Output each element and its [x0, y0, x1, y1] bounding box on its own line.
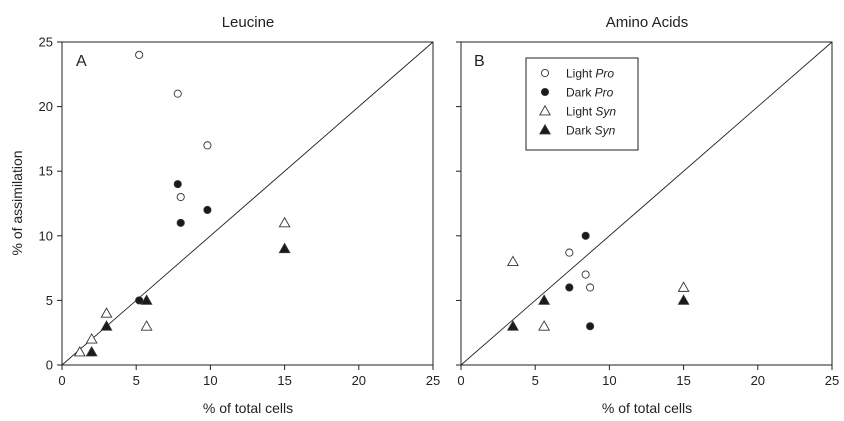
one-to-one-line: [460, 41, 833, 366]
plot-frame: [460, 41, 833, 366]
legend-label-prefix: Light: [566, 67, 595, 81]
data-point-filled-circle: [586, 322, 595, 331]
data-point-filled-circle: [581, 231, 590, 240]
one-to-one-line: [61, 41, 434, 366]
data-point-open-triangle: [140, 320, 153, 331]
x-tick-label: 5: [532, 373, 539, 388]
legend-label-prefix: Dark: [566, 124, 595, 138]
legend-label: Dark Pro: [566, 86, 614, 100]
data-point-open-triangle: [538, 320, 551, 331]
x-axis-label: % of total cells: [602, 400, 692, 416]
data-point-open-triangle: [278, 216, 291, 228]
x-tick-label: 0: [457, 373, 464, 388]
data-point-open-circle: [176, 192, 185, 202]
data-point-open-triangle: [100, 307, 113, 318]
legend-label-taxon: Pro: [595, 86, 614, 100]
data-point-open-circle: [581, 270, 590, 279]
panel-title: Amino Acids: [606, 14, 689, 31]
data-point-open-circle: [540, 68, 550, 78]
data-point-filled-triangle: [506, 320, 519, 331]
data-point-open-circle: [135, 50, 144, 59]
plot-frame: [61, 41, 434, 366]
x-tick-label: 20: [352, 373, 366, 388]
x-tick-label: 0: [58, 373, 65, 388]
data-point-filled-circle: [176, 218, 185, 227]
y-tick-label: 25: [39, 35, 53, 50]
data-point-open-circle: [173, 89, 182, 98]
legend-label: Light Syn: [566, 105, 616, 119]
x-tick-label: 25: [426, 373, 440, 388]
x-axis-label: % of total cells: [203, 400, 293, 416]
legend-label: Dark Syn: [566, 124, 616, 138]
data-point-filled-triangle: [140, 294, 153, 305]
data-point-open-triangle: [506, 255, 519, 266]
data-point-filled-triangle: [100, 320, 113, 331]
data-point-filled-circle: [135, 296, 144, 305]
panel-amino-acids: Amino Acids B % of total cells 0 5 10 15 20 2…: [456, 14, 839, 416]
y-tick-label: 20: [39, 99, 53, 114]
data-point-open-triangle: [677, 281, 690, 292]
data-point-filled-circle: [173, 180, 182, 189]
y-axis-label: % of assimilation: [9, 150, 25, 255]
data-point-open-circle: [203, 141, 212, 150]
legend-label-taxon: Pro: [595, 67, 614, 81]
x-tick-label: 5: [133, 373, 140, 388]
x-tick-label: 10: [203, 373, 217, 388]
legend-label: Light Pro: [566, 67, 614, 81]
y-tick-label: 5: [46, 293, 53, 308]
legend-label-prefix: Light: [566, 105, 595, 119]
y-tick-label: 0: [46, 358, 53, 373]
x-tick-label: 15: [676, 373, 690, 388]
data-point-filled-circle: [203, 205, 212, 215]
panel-letter: A: [76, 53, 87, 70]
data-point-open-circle: [586, 283, 595, 292]
data-point-filled-triangle: [278, 242, 291, 254]
x-tick-label: 10: [602, 373, 616, 388]
data-point-filled-triangle: [85, 345, 98, 357]
y-tick-label: 10: [39, 228, 53, 243]
data-point-open-triangle: [73, 345, 86, 357]
legend-label-taxon: Syn: [595, 124, 616, 138]
legend-label-taxon: Syn: [595, 105, 616, 119]
panel-title: Leucine: [222, 14, 275, 31]
x-tick-label: 25: [825, 373, 839, 388]
data-point-filled-triangle: [539, 123, 551, 135]
y-tick-label: 15: [39, 164, 53, 179]
data-point-open-circle: [565, 248, 574, 257]
data-point-filled-triangle: [538, 294, 551, 305]
x-tick-label: 15: [277, 373, 291, 388]
panel-leucine: Leucine A % of total cells % of assimila…: [9, 14, 440, 416]
x-tick-label: 20: [751, 373, 765, 388]
data-point-filled-circle: [565, 283, 574, 292]
data-point-filled-triangle: [677, 294, 690, 305]
panel-letter: B: [474, 53, 485, 70]
data-point-open-triangle: [85, 333, 98, 344]
data-point-filled-circle: [540, 87, 550, 97]
legend-label-prefix: Dark: [566, 86, 595, 100]
data-point-open-triangle: [539, 104, 551, 116]
